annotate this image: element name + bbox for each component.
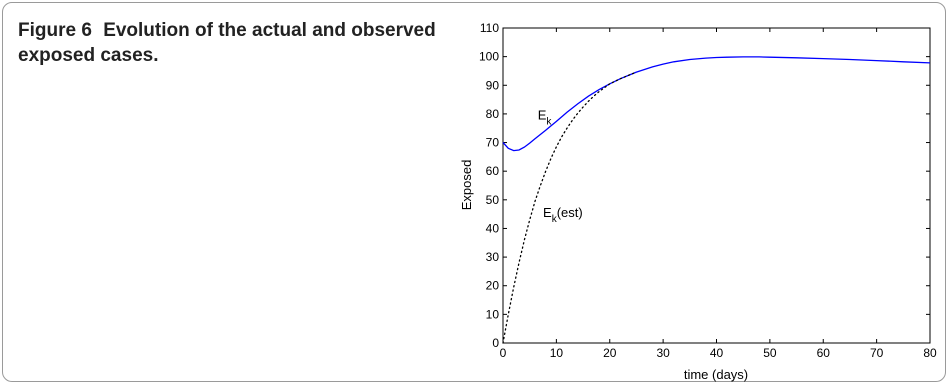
- series-label-subscript: k: [546, 117, 552, 128]
- x-tick-label: 0: [500, 346, 507, 360]
- y-tick-label: 40: [486, 221, 500, 235]
- x-tick-label: 20: [603, 346, 617, 360]
- series-label: Ek(est): [543, 205, 583, 225]
- figure-label: Figure 6: [18, 20, 92, 41]
- x-tick-label: 30: [656, 346, 670, 360]
- x-tick-label: 40: [710, 346, 724, 360]
- series-line-actual: [502, 56, 931, 152]
- y-tick-label: 60: [486, 164, 500, 178]
- y-tick-label: 70: [486, 136, 500, 150]
- y-tick-label: 100: [479, 50, 499, 64]
- figure-caption-text: Evolution of the actual and observed exp…: [18, 20, 436, 66]
- y-axis-label: Exposed: [459, 160, 474, 211]
- x-axis-label: time (days): [684, 367, 748, 382]
- series-label-suffix: (est): [557, 205, 583, 220]
- series-label: Ek: [538, 108, 553, 128]
- series-label-main: E: [543, 205, 552, 220]
- x-tick-label: 10: [550, 346, 564, 360]
- figure-caption: Figure 6 Evolution of the actual and obs…: [18, 18, 458, 68]
- y-tick-label: 20: [486, 279, 500, 293]
- x-tick-label: 60: [817, 346, 831, 360]
- y-tick-label: 80: [486, 107, 500, 121]
- series-lines: [502, 56, 931, 344]
- series-label-subscript: k: [552, 214, 558, 225]
- plot-area: [502, 27, 931, 344]
- x-tick-label: 80: [923, 346, 937, 360]
- y-tick-label: 110: [480, 21, 499, 35]
- x-tick-label: 50: [763, 346, 777, 360]
- series-line-estimated: [502, 71, 638, 344]
- y-tick-label: 50: [486, 193, 500, 207]
- y-tick-label: 90: [486, 78, 500, 92]
- series-label-main: E: [538, 108, 547, 123]
- y-tick-label: 0: [492, 336, 499, 350]
- axis-ticks: 0 10 20 30 40 50 60 70 80 0 10 20 30 40 50 60 70 80 90 100 1…: [479, 21, 937, 360]
- x-tick-label: 70: [870, 346, 884, 360]
- y-tick-label: 10: [486, 307, 500, 321]
- figure-frame: [2, 2, 946, 382]
- y-tick-label: 30: [486, 250, 500, 264]
